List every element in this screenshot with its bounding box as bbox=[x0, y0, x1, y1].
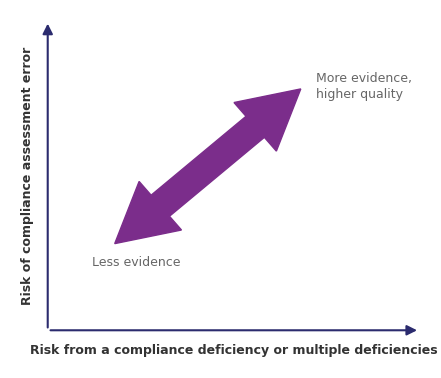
Polygon shape bbox=[115, 89, 301, 244]
Text: More evidence,
higher quality: More evidence, higher quality bbox=[316, 72, 411, 101]
Text: Less evidence: Less evidence bbox=[92, 256, 181, 269]
Y-axis label: Risk of compliance assessment error: Risk of compliance assessment error bbox=[21, 46, 34, 305]
X-axis label: Risk from a compliance deficiency or multiple deficiencies: Risk from a compliance deficiency or mul… bbox=[30, 344, 437, 357]
